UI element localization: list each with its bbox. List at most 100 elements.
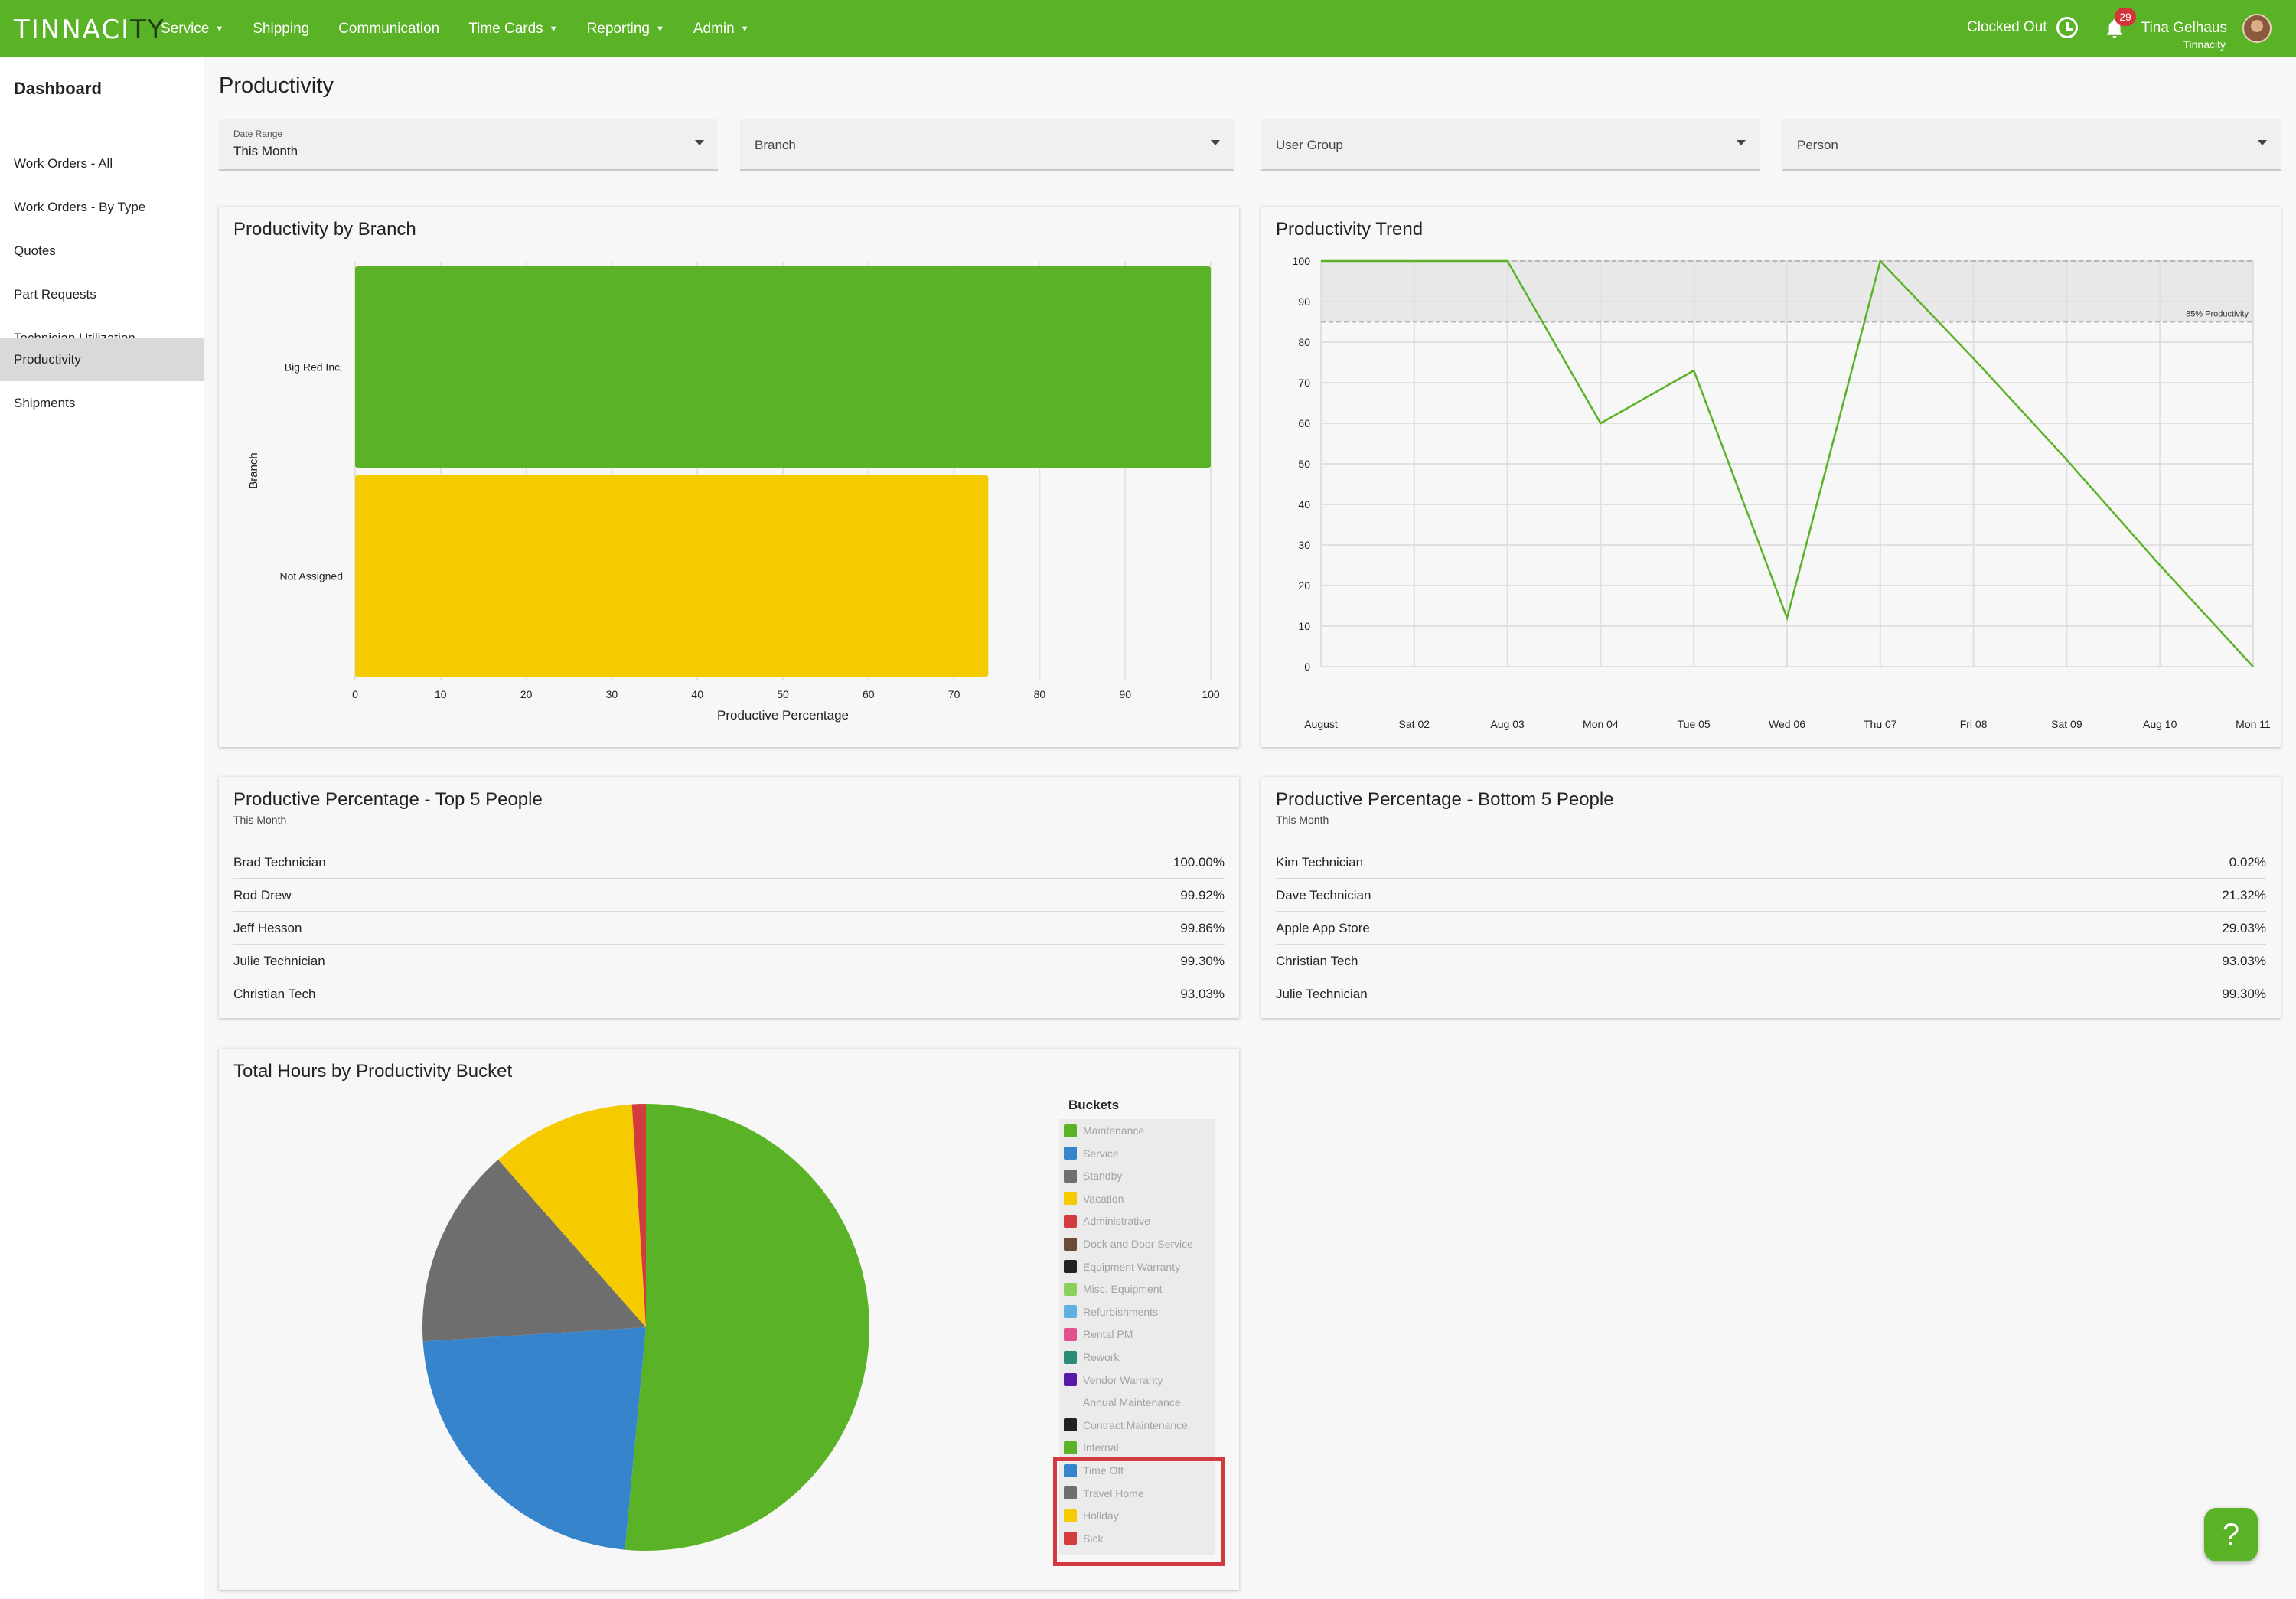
x-tick-label: 0 (352, 688, 358, 700)
legend-item[interactable]: Annual Maintenance (1064, 1392, 1181, 1413)
sidebar-item-work-orders-by-type[interactable]: Work Orders - By Type (14, 200, 146, 214)
legend-swatch (1064, 1532, 1077, 1545)
chevron-down-icon: ▼ (215, 24, 224, 34)
legend-item[interactable]: Refurbishments (1064, 1301, 1158, 1323)
legend-item[interactable]: Administrative (1064, 1210, 1150, 1232)
legend-item[interactable]: Travel Home (1064, 1483, 1144, 1504)
person-name: Christian Tech (233, 987, 316, 1001)
y-tick-label: 30 (1298, 539, 1310, 551)
person-select[interactable]: Person (1782, 119, 2281, 171)
x-tick-label: Mon 11 (2236, 718, 2271, 730)
pie-slice (422, 1327, 646, 1550)
chevron-down-icon: ▼ (655, 24, 664, 34)
legend-swatch (1064, 1169, 1077, 1183)
legend-label: Vacation (1083, 1192, 1124, 1205)
avatar[interactable] (2242, 14, 2272, 43)
x-tick-label: Mon 04 (1583, 718, 1619, 730)
dropdown-arrow-icon (695, 140, 704, 145)
table-row: Christian Tech 93.03% (233, 977, 1225, 1010)
productivity-bucket-card: Total Hours by Productivity Bucket Bucke… (219, 1049, 1239, 1590)
band-label: 85% Productivity (2186, 310, 2249, 319)
tinnacity-logo[interactable]: TINNACITY (14, 15, 165, 45)
pie-legend: Maintenance Service Standby Vacation Adminis… (1059, 1119, 1215, 1555)
y-tick-label: 40 (1298, 498, 1310, 511)
card-title: Total Hours by Productivity Bucket (233, 1061, 513, 1082)
productivity-trend-card: Productivity Trend 0 10 20 30 40 50 60 70 80 90 10… (1261, 207, 2281, 747)
sidebar-item-work-orders-all[interactable]: Work Orders - All (14, 156, 113, 171)
legend-swatch (1064, 1124, 1077, 1137)
y-tick-label: 60 (1298, 417, 1310, 429)
sidebar-item-part-requests[interactable]: Part Requests (14, 287, 96, 302)
x-tick-label: August (1304, 718, 1338, 730)
nav-time-cards[interactable]: Time Cards ▼ (468, 20, 558, 37)
legend-swatch (1064, 1373, 1077, 1387)
legend-item[interactable]: Service (1064, 1143, 1119, 1164)
y-axis-label: Branch (247, 452, 260, 489)
nav-reporting[interactable]: Reporting ▼ (586, 20, 664, 37)
legend-swatch (1064, 1509, 1077, 1522)
dropdown-arrow-icon (2258, 140, 2267, 145)
page-title: Productivity (219, 73, 334, 98)
clock-status-button[interactable]: Clocked Out (1967, 17, 2078, 38)
legend-item[interactable]: Vacation (1064, 1188, 1124, 1209)
sidebar-item-shipments[interactable]: Shipments (14, 396, 76, 410)
x-tick-label: 100 (1202, 688, 1220, 700)
legend-item[interactable]: Rental PM (1064, 1323, 1133, 1345)
legend-swatch (1064, 1305, 1077, 1319)
table-row: Christian Tech 93.03% (1276, 945, 2266, 977)
branch-select[interactable]: Branch (740, 119, 1234, 171)
nav-admin[interactable]: Admin ▼ (693, 20, 749, 37)
sidebar-item-quotes[interactable]: Quotes (14, 243, 56, 258)
legend-item[interactable]: Rework (1064, 1346, 1119, 1368)
user-group-select[interactable]: User Group (1261, 119, 1760, 171)
legend-item[interactable]: Sick (1064, 1528, 1103, 1549)
person-percentage: 100.00% (1172, 855, 1225, 870)
y-tick-label: 80 (1298, 336, 1310, 348)
legend-item[interactable]: Vendor Warranty (1064, 1369, 1163, 1391)
pie-slice (631, 1104, 646, 1327)
legend-item[interactable]: Time Off (1064, 1460, 1124, 1481)
legend-label: Rework (1083, 1351, 1120, 1363)
nav-service[interactable]: Service ▼ (161, 20, 224, 37)
x-tick-label: Aug 03 (1490, 718, 1525, 730)
legend-item[interactable]: Internal (1064, 1437, 1119, 1458)
table-row: Rod Drew 99.92% (233, 879, 1225, 912)
legend-item[interactable]: Dock and Door Service (1064, 1233, 1193, 1255)
person-name: Jeff Hesson (233, 921, 302, 935)
legend-label: Administrative (1083, 1215, 1150, 1228)
nav-shipping[interactable]: Shipping (253, 20, 310, 37)
pie-slice (422, 1159, 646, 1342)
date-range-select[interactable]: Date Range This Month (219, 119, 718, 171)
person-name: Julie Technician (1276, 987, 1368, 1001)
x-tick-label: Sat 09 (2051, 718, 2082, 730)
sidebar-title: Dashboard (14, 79, 102, 98)
person-name: Christian Tech (1276, 954, 1358, 968)
user-name[interactable]: Tina Gelhaus (2141, 20, 2227, 36)
legend-item[interactable]: Holiday (1064, 1505, 1119, 1526)
x-tick-label: Thu 07 (1864, 718, 1897, 730)
card-title: Productivity by Branch (233, 219, 416, 240)
sidebar-item-productivity[interactable]: Productivity (0, 338, 204, 381)
legend-item[interactable]: Standby (1064, 1165, 1122, 1186)
help-button[interactable]: ? (2204, 1508, 2258, 1561)
table-row: Julie Technician 99.30% (1276, 977, 2266, 1010)
person-percentage: 29.03% (2222, 921, 2266, 935)
person-name: Rod Drew (233, 888, 292, 902)
legend-swatch (1064, 1350, 1077, 1364)
x-tick-label: 70 (948, 688, 960, 700)
legend-item[interactable]: Contract Maintenance (1064, 1415, 1188, 1436)
legend-label: Time Off (1083, 1464, 1124, 1477)
y-tick-label: 100 (1293, 255, 1311, 267)
bar (355, 266, 1211, 468)
x-tick-label: 30 (606, 688, 618, 700)
y-tick-label: 50 (1298, 458, 1310, 470)
legend-item[interactable]: Equipment Warranty (1064, 1256, 1180, 1278)
chevron-down-icon: ▼ (740, 24, 749, 34)
nav-communication[interactable]: Communication (338, 20, 440, 37)
x-axis-label: Productive Percentage (717, 708, 849, 723)
legend-item[interactable]: Maintenance (1064, 1120, 1144, 1141)
y-tick-label: 90 (1298, 295, 1310, 308)
legend-item[interactable]: Misc. Equipment (1064, 1278, 1162, 1300)
x-tick-label: Fri 08 (1960, 718, 1988, 730)
y-tick-label: Not Assigned (280, 570, 344, 582)
